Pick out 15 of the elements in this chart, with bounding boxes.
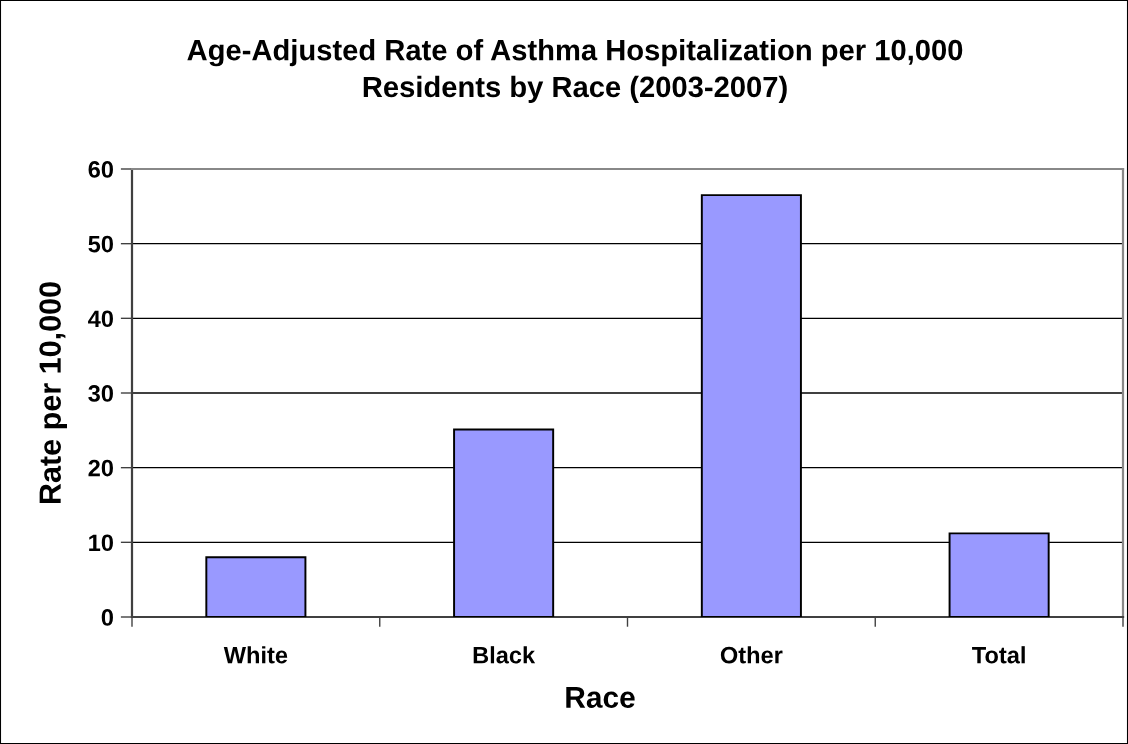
y-tick-label: 10 <box>89 534 113 552</box>
y-tick-label: 0 <box>101 609 113 626</box>
y-axis-title: Rate per 10,000 <box>39 282 67 504</box>
bar <box>205 556 307 617</box>
x-tick-label: White <box>223 646 288 664</box>
chart-title: Age-Adjusted Rate of Asthma Hospitalization per 10,000 Residents by Race (2003-2007) <box>187 38 963 104</box>
y-tick-label: 50 <box>88 235 113 253</box>
x-axis-title: Race <box>566 687 635 708</box>
y-tick-label: 60 <box>88 161 113 178</box>
x-tick-label: Black <box>473 646 536 664</box>
x-tick-label: Other <box>720 646 783 664</box>
y-tick-label: 40 <box>88 310 113 328</box>
y-tick-label: 20 <box>88 459 113 477</box>
x-tick-label: Total <box>972 646 1025 664</box>
y-tick-label: 30 <box>88 385 113 402</box>
